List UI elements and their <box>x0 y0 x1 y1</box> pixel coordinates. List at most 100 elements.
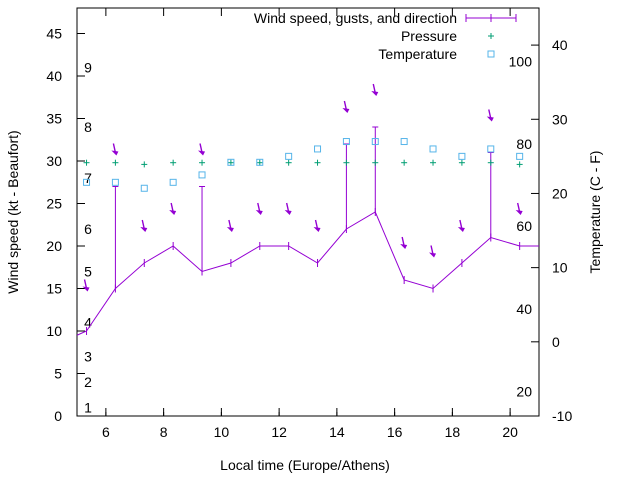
temperature-point <box>371 138 379 146</box>
temperature-point <box>83 178 91 186</box>
wind-direction-arrow-shaft <box>372 83 376 94</box>
legend-swatch-temperature <box>487 50 495 58</box>
wind-direction-arrow <box>140 219 148 232</box>
temperature-point <box>285 152 293 160</box>
fahrenheit-label: 40 <box>516 301 532 317</box>
x-tick-label: 14 <box>329 424 345 440</box>
y-tick-label: 35 <box>46 111 62 127</box>
y-axis-ticks: 0 5 10 15 20 25 30 35 40 45 <box>46 26 85 424</box>
y2-tick-label: 0 <box>552 334 560 350</box>
y-tick-label: 20 <box>46 238 62 254</box>
wind-direction-arrow <box>486 109 494 122</box>
wind-direction-arrow <box>400 236 408 249</box>
pressure-point <box>343 159 350 166</box>
wind-direction-arrow-shaft <box>228 219 232 230</box>
temperature-point <box>314 145 322 153</box>
x-tick-label: 10 <box>214 424 230 440</box>
wind-direction-arrow-head <box>169 210 177 215</box>
pressure-point <box>227 159 234 166</box>
beaufort-label: 8 <box>84 119 92 135</box>
wind-direction-arrow-shaft <box>199 143 203 153</box>
pressure-point <box>285 159 292 166</box>
wind-direction-arrow-head <box>400 244 408 249</box>
legend-label-pressure: Pressure <box>401 28 457 44</box>
pressure-point <box>83 159 90 166</box>
temperature-point <box>256 158 264 166</box>
y-tick-label: 45 <box>46 26 62 42</box>
pressure-point <box>487 159 494 166</box>
wind-direction-arrow-shaft <box>516 202 521 213</box>
temperature-point <box>516 152 524 160</box>
x-tick-label: 12 <box>271 424 287 440</box>
wind-direction-arrow <box>457 219 465 232</box>
plot-frame <box>76 7 540 417</box>
wind-direction-arrow <box>111 143 119 156</box>
wind-direction-arrow-shaft <box>459 219 463 230</box>
x-tick-label: 16 <box>387 424 403 440</box>
wind-direction-arrow <box>342 100 350 113</box>
fahrenheit-label: 20 <box>516 384 532 400</box>
wind-direction-arrow-shaft <box>343 100 348 111</box>
pressure-point <box>199 159 206 166</box>
beaufort-label: 4 <box>84 315 92 331</box>
wind-direction-arrow-head <box>342 108 350 113</box>
x-tick-label: 6 <box>102 424 110 440</box>
series-layer <box>76 83 539 336</box>
y-axis-label: Wind speed (kt - Beaufort) <box>5 130 21 293</box>
beaufort-label: 7 <box>84 170 92 186</box>
beaufort-label: 5 <box>84 264 92 280</box>
pressure-point <box>458 159 465 166</box>
wind-direction-arrow-shaft <box>170 202 174 213</box>
wind-direction-arrow-shaft <box>141 219 145 230</box>
pressure-point <box>256 159 263 166</box>
temperature-point <box>458 152 466 160</box>
y2-axis-label: Temperature (C - F) <box>587 151 603 274</box>
pressure-point <box>141 161 148 168</box>
wind-direction-arrow <box>313 219 321 232</box>
wind-direction-arrow-head <box>371 91 379 96</box>
legend-label-temperature: Temperature <box>378 46 457 62</box>
x-tick-label: 8 <box>160 424 168 440</box>
temperature-point <box>169 178 177 186</box>
wind-direction-arrow <box>226 219 234 232</box>
fahrenheit-labels: 20 40 60 80 100 <box>509 53 533 399</box>
wind-direction-arrow-head <box>429 252 437 258</box>
pressure-point <box>516 161 523 168</box>
y-tick-label: 0 <box>54 408 62 424</box>
wind-direction-arrow <box>169 202 177 215</box>
wind-direction-arrow-head <box>111 150 119 156</box>
temperature-point <box>400 138 408 146</box>
temperature-point <box>198 171 206 179</box>
y-tick-label: 40 <box>46 68 62 84</box>
fahrenheit-label: 100 <box>509 53 533 69</box>
y2-tick-label: 40 <box>552 37 568 53</box>
y2-tick-label: 30 <box>552 111 568 127</box>
wind-direction-arrow-head <box>226 227 234 232</box>
y2-tick-label: 10 <box>552 260 568 276</box>
wind-direction-arrow-head <box>284 210 292 215</box>
wind-direction-arrow-head <box>140 227 148 232</box>
wind-direction-arrow-shaft <box>430 245 434 255</box>
wind-direction-arrow-head <box>82 286 90 292</box>
y2-tick-label: -10 <box>552 408 572 424</box>
temperature-point <box>140 184 148 192</box>
wind-direction-arrow-head <box>515 210 523 215</box>
y-tick-label: 25 <box>46 196 62 212</box>
wind-direction-arrow-shaft <box>285 202 290 213</box>
beaufort-label: 6 <box>84 221 92 237</box>
wind-direction-arrow <box>255 202 263 215</box>
wind-direction-arrow-shaft <box>314 219 319 230</box>
wind-direction-arrow <box>429 245 437 258</box>
wind-direction-arrow-head <box>486 116 494 122</box>
legend: Wind speed, gusts, and direction Pressur… <box>254 10 517 62</box>
wind-direction-arrow <box>515 202 523 215</box>
temperature-point <box>227 158 235 166</box>
wind-speed-line <box>76 211 539 336</box>
pressure-point <box>401 159 408 166</box>
wind-direction-arrow-head <box>313 227 321 232</box>
pressure-point <box>372 159 379 166</box>
wind-direction-arrow <box>371 83 379 96</box>
wind-direction-arrow <box>198 143 206 156</box>
